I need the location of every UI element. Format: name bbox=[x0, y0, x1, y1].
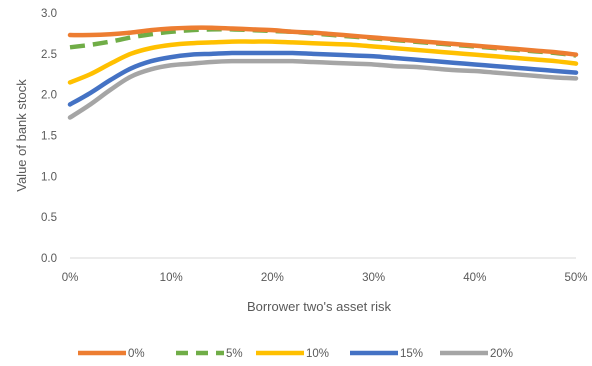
series-line-2 bbox=[67, 39, 579, 85]
y-tick-label: 0.0 bbox=[41, 253, 57, 265]
x-tick-label: 40% bbox=[463, 272, 486, 284]
y-tick-label: 1.5 bbox=[41, 131, 57, 143]
legend-label-1: 5% bbox=[226, 348, 243, 360]
x-tick-label: 30% bbox=[362, 272, 385, 284]
legend: 0% 5% 10% 15% 20% bbox=[78, 348, 513, 360]
series-line-3 bbox=[67, 50, 579, 107]
x-tick-label: 20% bbox=[261, 272, 284, 284]
x-axis-title: Borrower two's asset risk bbox=[247, 299, 392, 314]
y-tick-label: 0.5 bbox=[41, 212, 57, 224]
legend-label-0: 0% bbox=[128, 348, 145, 360]
x-axis-ticks: 0% 10% 20% 30% 40% 50% bbox=[62, 272, 588, 284]
y-tick-label: 3.0 bbox=[41, 8, 57, 20]
y-axis-ticks: 0.0 0.5 1.0 1.5 2.0 2.5 3.0 bbox=[41, 8, 57, 265]
y-tick-label: 2.0 bbox=[41, 90, 57, 102]
series-line-0 bbox=[67, 25, 579, 57]
legend-label-2: 10% bbox=[306, 348, 329, 360]
y-tick-label: 2.5 bbox=[41, 49, 57, 61]
x-tick-label: 0% bbox=[62, 272, 79, 284]
y-axis-title: Value of bank stock bbox=[14, 79, 29, 192]
series-line-4 bbox=[67, 58, 579, 120]
x-tick-label: 10% bbox=[160, 272, 183, 284]
x-tick-label: 50% bbox=[564, 272, 587, 284]
legend-label-4: 20% bbox=[490, 348, 513, 360]
series-lines bbox=[67, 25, 579, 120]
legend-label-3: 15% bbox=[400, 348, 423, 360]
y-tick-label: 1.0 bbox=[41, 171, 57, 183]
